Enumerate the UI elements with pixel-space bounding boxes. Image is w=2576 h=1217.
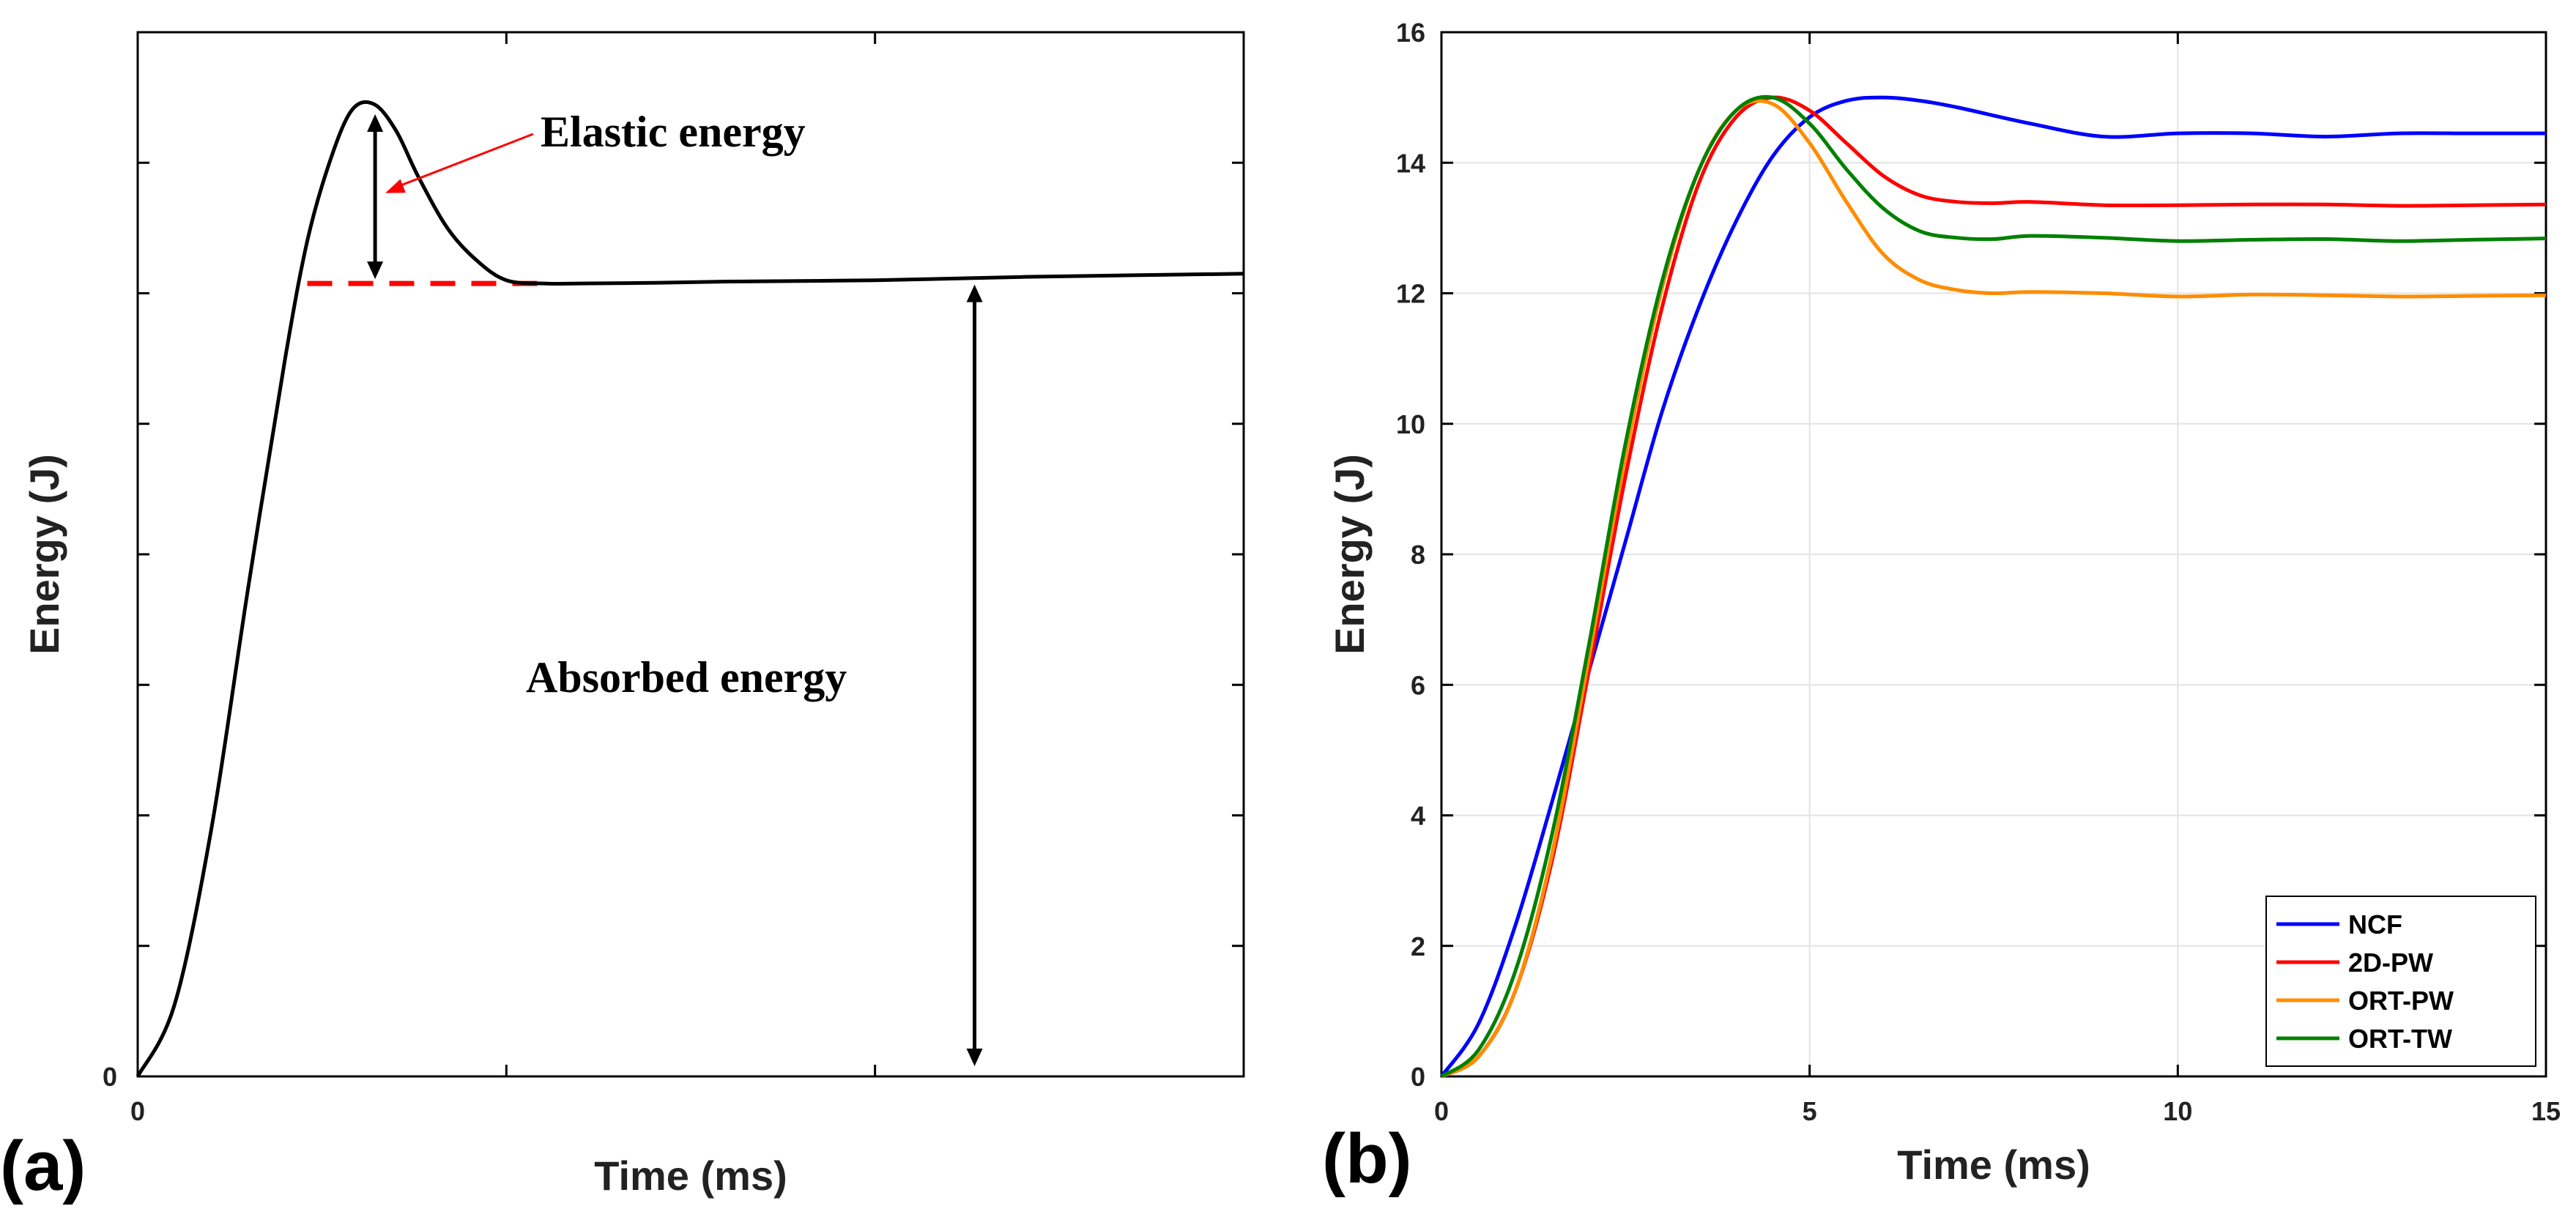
panel-b-y-tick-label: 10: [1396, 409, 1425, 439]
panel-a-energy-curve: [136, 100, 1244, 1078]
panel-b-ticks: 0 5 10 15 0 2 4 6 8 10 12 14 16: [1396, 18, 2561, 1126]
panel-b-x-tick-label: 10: [2163, 1096, 2192, 1126]
panel-b-x-tick-label: 5: [1803, 1096, 1817, 1126]
legend-label-ort-tw: ORT-TW: [2348, 1024, 2452, 1054]
panel-b-x-axis-label: Time (ms): [1897, 1142, 2090, 1188]
panel-a-plot-frame: [136, 31, 1245, 1078]
legend-label-ncf: NCF: [2348, 909, 2402, 939]
panel-b-grid: [1441, 32, 2546, 1076]
panel-a-ticks: [136, 31, 1245, 1078]
panel-a-x-tick-label: 0: [130, 1096, 145, 1126]
panel-b-chart: 0 5 10 15 0 2 4 6 8 10 12 14 16 NCF 2D-PW ORT-PW ORT-TW…: [1322, 18, 2561, 1198]
panel-b-y-tick-label: 16: [1396, 18, 1425, 48]
panel-a-y-tick-label: 0: [103, 1062, 117, 1092]
panel-b-x-tick-label: 0: [1434, 1096, 1449, 1126]
absorbed-energy-double-arrow: [966, 284, 983, 1066]
panel-b-y-tick-label: 0: [1411, 1062, 1425, 1092]
panel-b-series-layer: [1439, 94, 2547, 1079]
panel-b-y-tick-label: 6: [1411, 670, 1425, 700]
panel-b-label: (b): [1322, 1120, 1412, 1198]
panel-a-chart: 0 0 Time (ms) Energy (J) Elastic energy …: [0, 31, 1245, 1205]
panel-b-series-ort-pw: [1440, 99, 2547, 1079]
panel-a-label: (a): [0, 1127, 86, 1205]
panel-b-legend: NCF 2D-PW ORT-PW ORT-TW: [2265, 896, 2536, 1067]
elastic-energy-pointer-arrow: [385, 133, 534, 193]
panel-a-series-layer: [136, 100, 1244, 1078]
panel-b-y-axis-label: Energy (J): [1326, 454, 1373, 655]
panel-b-y-tick-label: 2: [1411, 931, 1425, 961]
elastic-energy-annotation: Elastic energy: [541, 108, 806, 156]
panel-a-x-axis-label: Time (ms): [594, 1153, 787, 1199]
legend-label-2d-pw: 2D-PW: [2348, 948, 2433, 978]
panel-b-y-tick-label: 8: [1411, 540, 1425, 570]
panel-a-annotation-arrows: [367, 114, 983, 1066]
panel-b-x-tick-label: 15: [2531, 1096, 2561, 1126]
panel-a-y-axis-label: Energy (J): [21, 454, 67, 655]
panel-b-series-ort-tw: [1440, 94, 2547, 1079]
panel-b-y-tick-label: 12: [1396, 279, 1425, 309]
panel-b-series-ncf: [1439, 95, 2546, 1078]
absorbed-energy-annotation: Absorbed energy: [526, 653, 847, 701]
panel-b-y-tick-label: 14: [1396, 148, 1425, 178]
legend-label-ort-pw: ORT-PW: [2348, 986, 2454, 1016]
elastic-energy-double-arrow: [367, 114, 384, 280]
panel-b-series-2d-pw: [1440, 95, 2547, 1079]
panel-b-y-tick-label: 4: [1411, 801, 1425, 831]
